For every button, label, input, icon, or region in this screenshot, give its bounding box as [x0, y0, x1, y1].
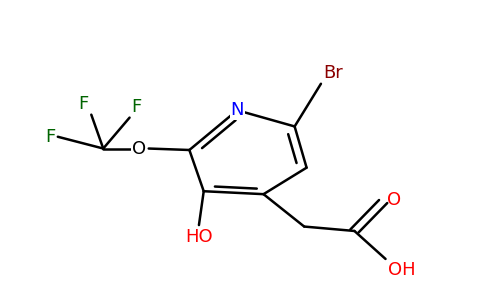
Text: OH: OH [388, 261, 416, 279]
Text: HO: HO [185, 228, 213, 246]
Text: F: F [78, 95, 89, 113]
Text: N: N [230, 101, 244, 119]
Text: F: F [131, 98, 141, 116]
Text: Br: Br [323, 64, 343, 82]
Text: F: F [45, 128, 55, 146]
Text: O: O [387, 191, 401, 209]
Text: O: O [132, 140, 146, 158]
